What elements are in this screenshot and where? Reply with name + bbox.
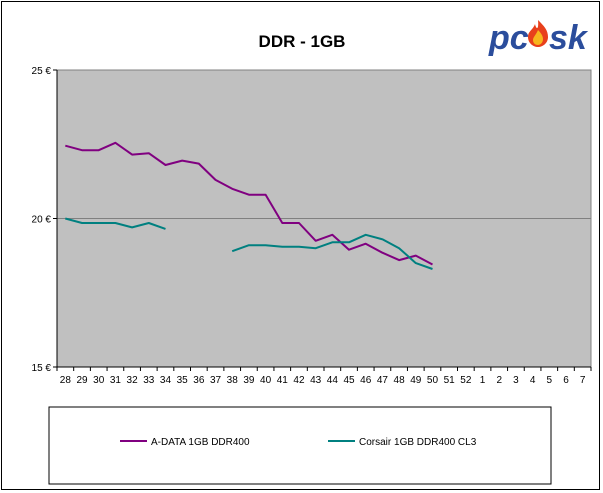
x-tick-label: 6 xyxy=(563,375,569,386)
x-tick-label: 36 xyxy=(193,375,205,386)
x-tick-label: 34 xyxy=(160,375,172,386)
x-tick-label: 5 xyxy=(547,375,553,386)
series-line-1 xyxy=(65,217,166,230)
legend-box xyxy=(48,406,552,485)
x-tick-label: 41 xyxy=(277,375,289,386)
x-tick-label: 45 xyxy=(343,375,355,386)
y-tick-label: 20 € xyxy=(32,215,52,226)
x-tick-label: 37 xyxy=(210,375,222,386)
x-tick-label: 50 xyxy=(427,375,439,386)
x-tick-label: 35 xyxy=(177,375,189,386)
x-tick-label: 1 xyxy=(480,375,486,386)
x-tick-label: 43 xyxy=(310,375,322,386)
legend: A-DATA 1GB DDR400 Corsair 1GB DDR400 CL3 xyxy=(120,437,477,448)
y-axis-ticks: 25 € 20 € 15 € xyxy=(32,66,57,374)
y-tick-label: 15 € xyxy=(32,363,52,374)
logo-text-right: sk xyxy=(549,19,589,57)
series-line-1 xyxy=(231,233,433,270)
series-line-0 xyxy=(65,141,433,266)
x-tick-label: 3 xyxy=(513,375,519,386)
x-tick-label: 39 xyxy=(243,375,255,386)
x-tick-label: 49 xyxy=(410,375,422,386)
series-lines xyxy=(65,141,433,270)
legend-label-adata: A-DATA 1GB DDR400 xyxy=(151,437,250,448)
x-tick-label: 29 xyxy=(76,375,88,386)
x-tick-label: 52 xyxy=(460,375,472,386)
x-tick-label: 42 xyxy=(293,375,305,386)
x-tick-label: 48 xyxy=(394,375,406,386)
x-tick-label: 31 xyxy=(110,375,122,386)
y-tick-label: 25 € xyxy=(32,66,52,77)
flame-icon xyxy=(528,20,548,47)
chart-title: DDR - 1GB xyxy=(259,32,346,51)
x-tick-label: 28 xyxy=(60,375,72,386)
x-tick-label: 4 xyxy=(530,375,536,386)
x-tick-label: 47 xyxy=(377,375,389,386)
logo-text-left: pc xyxy=(488,19,529,57)
x-axis-ticks: 28 29 30 31 32 33 34 35 36 37 38 39 40 41 42 43 44 45 46 47… xyxy=(56,367,592,386)
x-tick-label: 40 xyxy=(260,375,272,386)
x-tick-label: 38 xyxy=(227,375,239,386)
x-tick-label: 51 xyxy=(444,375,456,386)
x-tick-label: 44 xyxy=(327,375,339,386)
pcask-logo: pc sk xyxy=(488,19,589,57)
x-tick-label: 32 xyxy=(127,375,139,386)
x-tick-label: 7 xyxy=(580,375,586,386)
x-tick-label: 46 xyxy=(360,375,372,386)
x-tick-label: 33 xyxy=(143,375,155,386)
x-tick-label: 30 xyxy=(93,375,105,386)
x-tick-label: 2 xyxy=(496,375,502,386)
legend-label-corsair: Corsair 1GB DDR400 CL3 xyxy=(359,437,477,448)
